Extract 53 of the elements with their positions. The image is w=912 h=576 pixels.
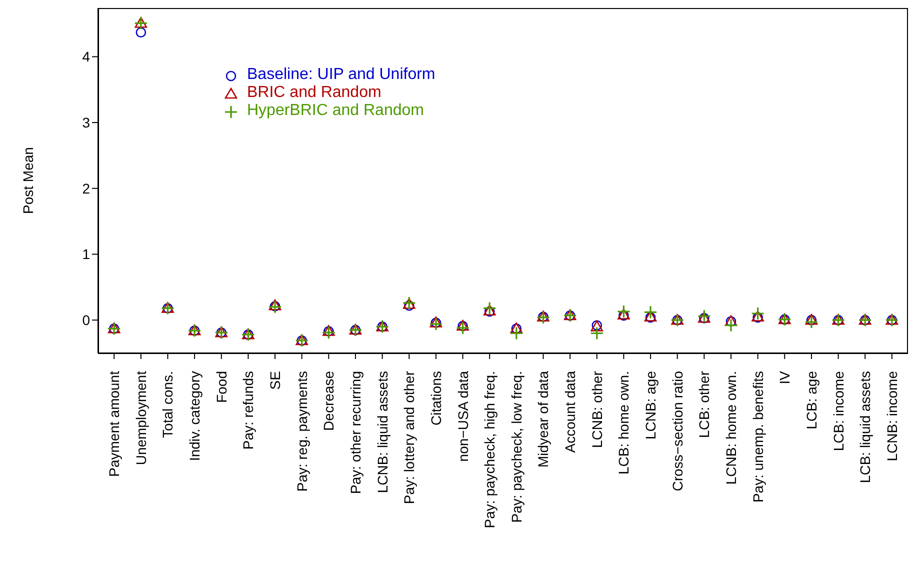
x-tick-label: Pay: paycheck, low freq. [508,371,524,523]
point [510,326,524,340]
x-tick-label: Pay: reg. payments [294,371,310,492]
point [644,305,658,319]
point [456,321,470,335]
y-tick-label: 2 [82,180,90,196]
x-tick-label: Total cons. [160,371,176,438]
point [751,306,765,320]
y-tick-label: 0 [82,312,90,328]
point [482,301,496,316]
point [616,304,630,318]
point [804,315,818,329]
x-tick-label: LCNB: income [884,370,900,462]
x-tick-label: LCB: other [696,370,712,438]
point [536,310,550,324]
x-tick-label: non−USA data [454,370,471,462]
point [322,326,336,340]
point [429,317,443,331]
x-tick-label: LCNB: age [642,370,659,440]
x-tick-label: Midyear of data [535,370,552,468]
x-tick-label: LCB: home own. [616,371,632,474]
y-axis-title: Post Mean [20,147,36,214]
x-tick-label: LCNB: liquid assets [374,371,390,494]
y-tick-label: 3 [82,114,90,131]
x-tick-label: Pay: unemp. benefits [750,371,766,503]
x-tick-label: Unemployment [132,370,149,466]
y-tick-label: 1 [82,246,90,262]
x-tick-label: LCB: income [830,370,846,452]
x-tick-label: LCB: age [803,370,820,430]
point [136,27,146,38]
x-tick-label: Account data [562,370,578,453]
x-tick-label: IV [776,370,793,384]
x-tick-label: Citations [428,371,444,426]
x-tick-label: Payment amount [106,370,122,477]
x-tick-label: LCNB: other [588,370,605,448]
legend-label: HyperBRIC and Random [247,102,424,120]
point [268,300,282,314]
y-tick-label: 4 [82,48,90,65]
x-tick-label: LCB: liquid assets [857,371,874,484]
point [724,318,738,332]
x-tick-label: LCNB: home own. [722,371,739,485]
x-tick-label: Decrease [320,370,337,431]
x-tick-label: Pay: refunds [240,371,256,450]
legend-label: BRIC and Random [247,84,382,102]
x-tick-label: Food [213,371,230,403]
x-tick-label: SE [267,371,284,390]
x-tick-label: Cross−section ratio [669,370,686,492]
point [590,326,604,340]
x-tick-label: Pay: paycheck, high freq. [482,371,498,528]
legend-label: Baseline: UIP and Uniform [247,66,436,84]
x-tick-label: Indiv. category [186,371,203,462]
x-tick-label: Pay: other recurring [347,371,364,494]
x-tick-label: Pay: lottery and other [401,370,418,504]
